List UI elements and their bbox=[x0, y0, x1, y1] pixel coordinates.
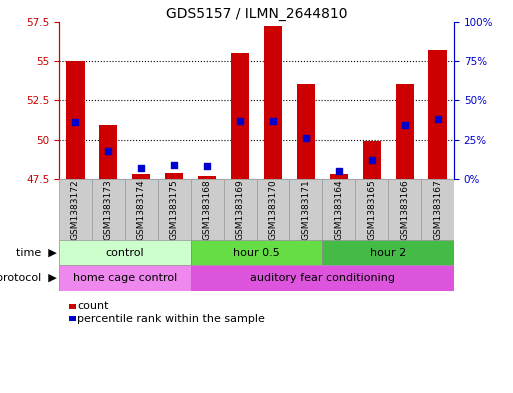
Bar bbox=[191, 240, 322, 265]
Text: GSM1383164: GSM1383164 bbox=[334, 179, 343, 240]
Point bbox=[401, 122, 409, 129]
Point bbox=[137, 165, 145, 171]
Point bbox=[302, 135, 310, 141]
Bar bbox=[198, 176, 216, 179]
Bar bbox=[363, 141, 381, 179]
Text: hour 2: hour 2 bbox=[370, 248, 406, 257]
Bar bbox=[125, 179, 158, 240]
Bar bbox=[396, 84, 413, 179]
Point bbox=[269, 118, 277, 124]
Text: time  ▶: time ▶ bbox=[16, 248, 56, 257]
Bar bbox=[421, 179, 454, 240]
Bar bbox=[428, 50, 447, 179]
Text: count: count bbox=[77, 301, 109, 312]
Text: auditory fear conditioning: auditory fear conditioning bbox=[250, 273, 395, 283]
Bar bbox=[322, 240, 454, 265]
Bar bbox=[66, 61, 85, 179]
Bar bbox=[231, 53, 249, 179]
Text: percentile rank within the sample: percentile rank within the sample bbox=[77, 314, 265, 323]
Bar bbox=[59, 179, 92, 240]
Bar bbox=[158, 179, 191, 240]
Point bbox=[203, 163, 211, 169]
Point bbox=[170, 162, 179, 168]
Bar bbox=[289, 179, 322, 240]
Point bbox=[334, 168, 343, 174]
Bar bbox=[322, 179, 355, 240]
Text: home cage control: home cage control bbox=[73, 273, 177, 283]
Text: hour 0.5: hour 0.5 bbox=[233, 248, 280, 257]
Text: control: control bbox=[106, 248, 144, 257]
Bar bbox=[100, 125, 117, 179]
Text: GSM1383175: GSM1383175 bbox=[170, 179, 179, 240]
Bar bbox=[59, 240, 191, 265]
Bar bbox=[132, 174, 150, 179]
Point bbox=[433, 116, 442, 122]
Text: GSM1383169: GSM1383169 bbox=[235, 179, 245, 240]
Bar bbox=[355, 179, 388, 240]
Text: GSM1383165: GSM1383165 bbox=[367, 179, 376, 240]
Bar bbox=[297, 84, 315, 179]
Text: GSM1383167: GSM1383167 bbox=[433, 179, 442, 240]
Bar bbox=[165, 173, 183, 179]
Bar bbox=[59, 265, 191, 291]
Bar bbox=[191, 179, 224, 240]
Bar bbox=[388, 179, 421, 240]
Text: GSM1383170: GSM1383170 bbox=[268, 179, 278, 240]
Title: GDS5157 / ILMN_2644810: GDS5157 / ILMN_2644810 bbox=[166, 7, 347, 20]
Text: GSM1383168: GSM1383168 bbox=[203, 179, 212, 240]
Bar bbox=[191, 265, 454, 291]
Text: GSM1383171: GSM1383171 bbox=[301, 179, 310, 240]
Text: GSM1383172: GSM1383172 bbox=[71, 179, 80, 240]
Bar bbox=[224, 179, 256, 240]
Text: protocol  ▶: protocol ▶ bbox=[0, 273, 56, 283]
Text: GSM1383173: GSM1383173 bbox=[104, 179, 113, 240]
Bar bbox=[330, 174, 348, 179]
Point bbox=[368, 157, 376, 163]
Text: GSM1383174: GSM1383174 bbox=[137, 179, 146, 240]
Point bbox=[236, 118, 244, 124]
Text: GSM1383166: GSM1383166 bbox=[400, 179, 409, 240]
Point bbox=[104, 147, 112, 154]
Bar bbox=[264, 26, 282, 179]
Point bbox=[71, 119, 80, 125]
Bar bbox=[92, 179, 125, 240]
Bar bbox=[256, 179, 289, 240]
